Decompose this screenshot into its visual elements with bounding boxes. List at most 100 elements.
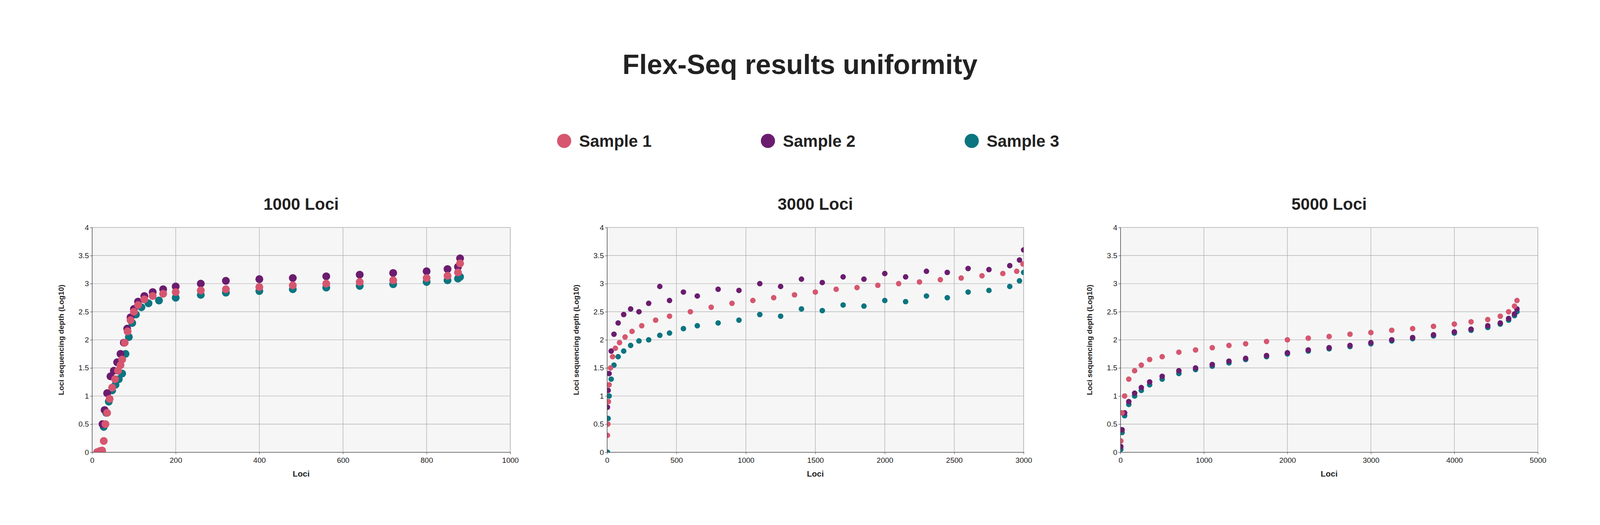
point	[1125, 398, 1132, 405]
point	[1284, 349, 1290, 356]
point	[1468, 326, 1474, 332]
tick: 1.5	[1107, 363, 1121, 372]
tick-mark	[1537, 452, 1539, 454]
point	[443, 271, 452, 280]
point	[636, 337, 642, 344]
point	[1430, 332, 1437, 338]
point	[1347, 342, 1353, 349]
tick-mark	[1118, 395, 1121, 397]
point	[736, 317, 742, 323]
tick: 1	[1112, 391, 1121, 401]
tick-label: 2000	[1279, 455, 1296, 465]
point	[1409, 334, 1416, 341]
point	[833, 286, 839, 292]
point	[221, 285, 230, 294]
tick: 3	[84, 279, 93, 288]
tick-mark	[1454, 452, 1455, 454]
tick-label: 0	[605, 455, 610, 465]
point	[756, 280, 763, 287]
point	[680, 289, 687, 295]
point	[986, 287, 992, 294]
point	[854, 284, 860, 291]
point	[607, 365, 614, 371]
point	[607, 449, 611, 453]
point	[736, 287, 742, 294]
tick-label: 1	[84, 391, 89, 401]
point	[680, 325, 687, 332]
point	[1326, 333, 1333, 340]
tick-mark	[1287, 452, 1288, 454]
tick: 3	[599, 279, 608, 288]
series: Sample 3	[607, 269, 1024, 453]
tick-label: 2	[84, 335, 89, 344]
point	[615, 320, 621, 326]
tick: 5000	[1529, 452, 1547, 465]
tick-label: 2.5	[78, 307, 89, 316]
point	[255, 282, 264, 291]
grid-line	[1120, 255, 1538, 256]
point	[1284, 337, 1290, 343]
grid-line	[1120, 226, 1538, 228]
point	[105, 394, 114, 403]
tick: 1	[599, 391, 608, 401]
plot-area: Sample 3Sample 2Sample 1	[607, 247, 1024, 453]
tick-label: 800	[420, 455, 434, 465]
tick-mark	[605, 311, 608, 312]
point	[221, 276, 230, 285]
tick-mark	[90, 311, 93, 312]
point	[1368, 339, 1374, 346]
tick-mark	[605, 339, 608, 341]
tick-mark	[90, 395, 93, 397]
series: Sample 1	[607, 261, 1024, 438]
tick-mark	[90, 367, 93, 369]
tick: 3000	[1015, 452, 1032, 465]
tick-label: 1	[599, 391, 604, 401]
point	[443, 265, 452, 274]
tick: 1000	[501, 452, 519, 465]
panel: 1000 LociSample 3Sample 2Sample 10200400…	[57, 194, 519, 478]
point	[159, 289, 168, 298]
point	[1226, 358, 1232, 364]
grid-line	[607, 311, 1024, 312]
grid-line	[607, 423, 1024, 425]
point	[288, 281, 297, 290]
point	[103, 408, 111, 417]
tick-label: 2.5	[1107, 307, 1118, 316]
point	[819, 279, 825, 286]
tick: 0	[1118, 452, 1123, 465]
point	[622, 334, 628, 340]
tick: 3.5	[593, 251, 608, 260]
tick: 4	[599, 223, 608, 232]
point	[627, 306, 634, 312]
tick-mark	[90, 339, 93, 341]
tick-label: 5000	[1529, 455, 1547, 465]
tick-label: 0	[1112, 448, 1118, 457]
point	[355, 270, 364, 279]
point	[923, 268, 930, 274]
tick-label: 1.5	[78, 363, 89, 372]
point	[118, 355, 127, 364]
point	[840, 302, 846, 308]
point	[1146, 356, 1153, 362]
tick-label: 400	[253, 455, 266, 465]
point	[1020, 269, 1024, 275]
tick-label: 3000	[1015, 455, 1032, 465]
tick: 2	[599, 335, 608, 344]
tick-mark	[90, 283, 93, 285]
grid	[92, 227, 511, 453]
legend-label: Sample 1	[579, 131, 652, 151]
tick: 2500	[946, 452, 963, 465]
legend-item: Sample 1	[557, 131, 652, 151]
point	[134, 300, 143, 309]
point	[1138, 384, 1145, 391]
point	[958, 274, 964, 281]
tick-label: 3	[84, 279, 89, 288]
tick-mark	[745, 452, 747, 454]
point	[1131, 367, 1138, 374]
point	[1305, 335, 1311, 341]
figure: Flex-Seq results uniformitySample 1Sampl…	[0, 0, 1600, 525]
point	[1468, 319, 1474, 325]
grid-line	[607, 255, 1024, 256]
point	[453, 268, 462, 277]
point	[616, 339, 623, 346]
